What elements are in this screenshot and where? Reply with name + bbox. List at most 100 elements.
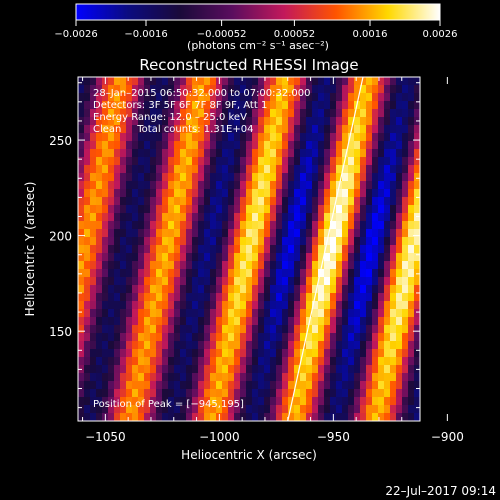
heatmap-cell bbox=[330, 349, 337, 358]
heatmap-cell bbox=[120, 405, 127, 414]
heatmap-cell bbox=[378, 285, 385, 294]
heatmap-cell bbox=[150, 397, 157, 406]
x-tick-label: −900 bbox=[431, 430, 464, 444]
heatmap-cell bbox=[354, 237, 361, 246]
heatmap-cell bbox=[306, 221, 313, 230]
heatmap-cell bbox=[342, 245, 349, 254]
heatmap-cell bbox=[186, 165, 193, 174]
heatmap-cell bbox=[330, 317, 337, 326]
heatmap-cell bbox=[84, 357, 91, 366]
heatmap-cell bbox=[306, 269, 313, 278]
heatmap-cell bbox=[138, 325, 145, 334]
heatmap-cell bbox=[282, 133, 289, 142]
heatmap-cell bbox=[174, 101, 181, 110]
heatmap-cell bbox=[264, 125, 271, 134]
heatmap-cell bbox=[372, 381, 379, 390]
heatmap-cell bbox=[96, 133, 103, 142]
heatmap-cell bbox=[384, 229, 391, 238]
heatmap-cell bbox=[408, 77, 415, 86]
heatmap-cell bbox=[354, 117, 361, 126]
heatmap-cell bbox=[234, 173, 241, 182]
heatmap-cell bbox=[282, 269, 289, 278]
heatmap-cell bbox=[240, 309, 247, 318]
heatmap-cell bbox=[78, 125, 85, 134]
heatmap-cell bbox=[144, 285, 151, 294]
heatmap-cell bbox=[84, 125, 91, 134]
heatmap-cell bbox=[78, 341, 85, 350]
heatmap-cell bbox=[120, 93, 127, 102]
heatmap-cell bbox=[342, 117, 349, 126]
heatmap-cell bbox=[402, 381, 409, 390]
heatmap-cell bbox=[384, 301, 391, 310]
colorbar-tick-label: −0.0016 bbox=[124, 29, 167, 40]
heatmap-cell bbox=[330, 165, 337, 174]
heatmap-cell bbox=[144, 165, 151, 174]
heatmap-cell bbox=[312, 197, 319, 206]
heatmap-cell bbox=[372, 237, 379, 246]
heatmap-cell bbox=[216, 325, 223, 334]
heatmap-cell bbox=[216, 405, 223, 414]
heatmap-cell bbox=[324, 309, 331, 318]
heatmap-cell bbox=[120, 277, 127, 286]
heatmap-cell bbox=[252, 381, 259, 390]
heatmap-cell bbox=[282, 141, 289, 150]
heatmap-cell bbox=[414, 173, 420, 182]
heatmap-cell bbox=[222, 413, 229, 421]
heatmap-cell bbox=[300, 285, 307, 294]
heatmap-cell bbox=[132, 157, 139, 166]
heatmap-cell bbox=[318, 149, 325, 158]
heatmap-cell bbox=[228, 301, 235, 310]
heatmap-cell bbox=[228, 341, 235, 350]
heatmap-cell bbox=[96, 109, 103, 118]
heatmap-cell bbox=[378, 157, 385, 166]
heatmap-cell bbox=[114, 133, 121, 142]
heatmap-cell bbox=[324, 245, 331, 254]
heatmap-cell bbox=[144, 141, 151, 150]
heatmap-cell bbox=[294, 285, 301, 294]
heatmap-cell bbox=[156, 173, 163, 182]
heatmap-cell bbox=[180, 221, 187, 230]
heatmap-cell bbox=[372, 197, 379, 206]
heatmap-cell bbox=[144, 397, 151, 406]
heatmap-cell bbox=[402, 181, 409, 190]
heatmap-cell bbox=[378, 373, 385, 382]
heatmap-cell bbox=[186, 405, 193, 414]
heatmap-cell bbox=[336, 261, 343, 270]
heatmap-cell bbox=[282, 77, 289, 86]
heatmap-cell bbox=[210, 253, 217, 262]
heatmap-cell bbox=[282, 157, 289, 166]
heatmap-cell bbox=[390, 157, 397, 166]
heatmap-cell bbox=[276, 77, 283, 86]
heatmap-cell bbox=[246, 277, 253, 286]
heatmap-cell bbox=[330, 253, 337, 262]
heatmap-cell bbox=[354, 205, 361, 214]
heatmap-cell bbox=[234, 77, 241, 86]
heatmap-cell bbox=[126, 125, 133, 134]
heatmap-cell bbox=[216, 269, 223, 278]
heatmap-cell bbox=[186, 101, 193, 110]
heatmap-cell bbox=[222, 101, 229, 110]
heatmap-cell bbox=[210, 157, 217, 166]
heatmap-cell bbox=[114, 381, 121, 390]
heatmap-cell bbox=[216, 309, 223, 318]
heatmap-cell bbox=[270, 197, 277, 206]
heatmap-cell bbox=[342, 189, 349, 198]
heatmap-cell bbox=[252, 325, 259, 334]
heatmap-cell bbox=[138, 93, 145, 102]
heatmap-cell bbox=[342, 85, 349, 94]
heatmap-cell bbox=[174, 245, 181, 254]
heatmap-cell bbox=[222, 293, 229, 302]
heatmap-cell bbox=[198, 373, 205, 382]
heatmap-cell bbox=[402, 165, 409, 174]
heatmap-cell bbox=[156, 397, 163, 406]
heatmap-cell bbox=[114, 365, 121, 374]
heatmap-cell bbox=[294, 341, 301, 350]
heatmap-cell bbox=[150, 165, 157, 174]
heatmap-cell bbox=[324, 253, 331, 262]
heatmap-cell bbox=[336, 157, 343, 166]
heatmap-cell bbox=[174, 285, 181, 294]
heatmap-cell bbox=[144, 389, 151, 398]
heatmap-cell bbox=[120, 349, 127, 358]
heatmap-cell bbox=[180, 101, 187, 110]
heatmap-cell bbox=[414, 341, 420, 350]
